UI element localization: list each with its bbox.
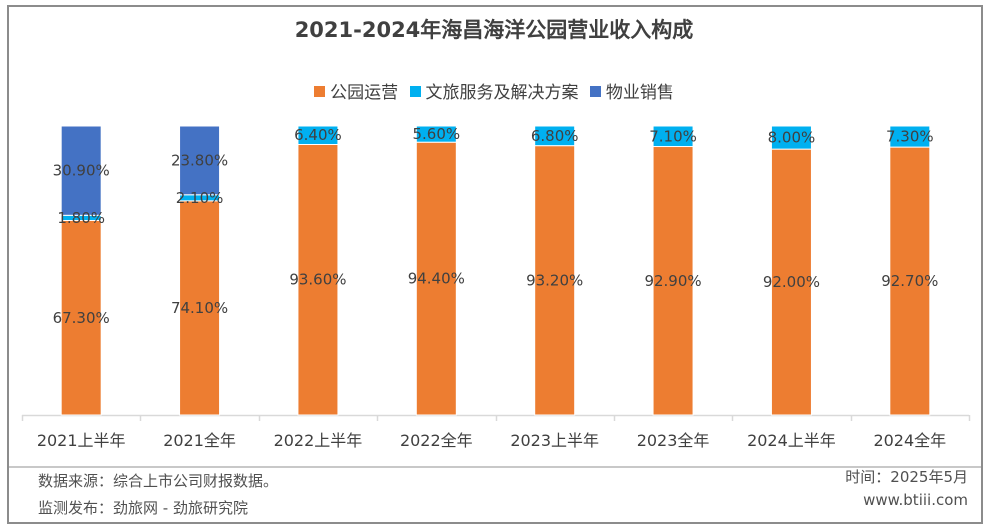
bar-segment bbox=[60, 125, 102, 216]
legend-label: 物业销售 bbox=[605, 83, 674, 103]
data-label: 5.60% bbox=[412, 125, 460, 143]
bar-segment bbox=[652, 146, 694, 416]
data-label: 92.00% bbox=[763, 273, 820, 291]
x-tick-label: 2024上半年 bbox=[747, 431, 836, 450]
bar-segment bbox=[770, 148, 812, 416]
bar-segment bbox=[534, 125, 576, 147]
bar-segment bbox=[60, 220, 102, 416]
footer-separator bbox=[9, 466, 981, 468]
data-label: 30.90% bbox=[53, 162, 110, 180]
legend-swatch-park-operations bbox=[314, 86, 326, 97]
bar-segment bbox=[297, 125, 339, 145]
chart-title: 2021-2024年海昌海洋公园营业收入构成 bbox=[294, 18, 694, 42]
x-tick-label: 2021全年 bbox=[163, 431, 236, 450]
bar-segment bbox=[415, 141, 457, 416]
data-label: 6.40% bbox=[294, 126, 342, 144]
legend-swatch-culture-tourism-services bbox=[409, 86, 421, 97]
legend-item-culture-tourism-services: 文旅服务及解决方案 bbox=[409, 78, 579, 103]
x-tick-label: 2022上半年 bbox=[274, 431, 363, 450]
x-tick-label: 2022全年 bbox=[400, 431, 473, 450]
data-label: 74.10% bbox=[171, 299, 228, 317]
bar-segment bbox=[652, 125, 694, 148]
legend-label: 公园运营 bbox=[330, 83, 399, 103]
data-label: 93.60% bbox=[289, 271, 346, 289]
legend-swatch-property-sales bbox=[589, 86, 601, 97]
x-tick-label: 2021上半年 bbox=[37, 431, 126, 450]
x-tick-label: 2024全年 bbox=[873, 431, 946, 450]
data-label: 2.10% bbox=[176, 189, 224, 207]
legend-label: 文旅服务及解决方案 bbox=[425, 83, 579, 103]
data-label: 7.30% bbox=[886, 128, 934, 146]
bar-segment bbox=[889, 125, 931, 148]
legend-item-park-operations: 公园运营 bbox=[314, 78, 398, 103]
publisher-note: 监测发布：劲旅网 - 劲旅研究院 bbox=[38, 499, 248, 517]
data-label: 94.40% bbox=[408, 270, 465, 288]
legend-item-property-sales: 物业销售 bbox=[589, 78, 674, 103]
bar-segment bbox=[179, 200, 221, 416]
bar-segment bbox=[770, 125, 812, 150]
x-tick-label: 2023全年 bbox=[637, 431, 710, 450]
data-label: 23.80% bbox=[171, 151, 228, 169]
bar-segment bbox=[534, 145, 576, 416]
bar-segment bbox=[415, 125, 457, 143]
data-label: 6.80% bbox=[531, 127, 579, 145]
data-label: 1.80% bbox=[57, 209, 105, 227]
bar-segment bbox=[889, 146, 931, 416]
data-label: 93.20% bbox=[526, 271, 583, 289]
website-note: www.btiii.com bbox=[863, 491, 968, 509]
data-label: 67.30% bbox=[53, 309, 110, 327]
bar-segment bbox=[179, 125, 221, 196]
date-note: 时间：2025年5月 bbox=[845, 468, 968, 486]
data-label: 7.10% bbox=[649, 127, 697, 145]
chart-frame bbox=[7, 5, 983, 524]
x-tick-label: 2023上半年 bbox=[510, 431, 599, 450]
data-label: 92.90% bbox=[644, 272, 701, 290]
stacked-bar-chart: 2021上半年 2021全年 2022上半年 2022全年 2023上半年 2023全年 2… bbox=[21, 125, 971, 450]
data-label: 92.70% bbox=[881, 272, 938, 290]
data-source-note: 数据来源：综合上市公司财报数据。 bbox=[38, 472, 279, 490]
data-label: 8.00% bbox=[768, 129, 816, 147]
legend: 公园运营 文旅服务及解决方案 物业销售 bbox=[0, 78, 988, 103]
